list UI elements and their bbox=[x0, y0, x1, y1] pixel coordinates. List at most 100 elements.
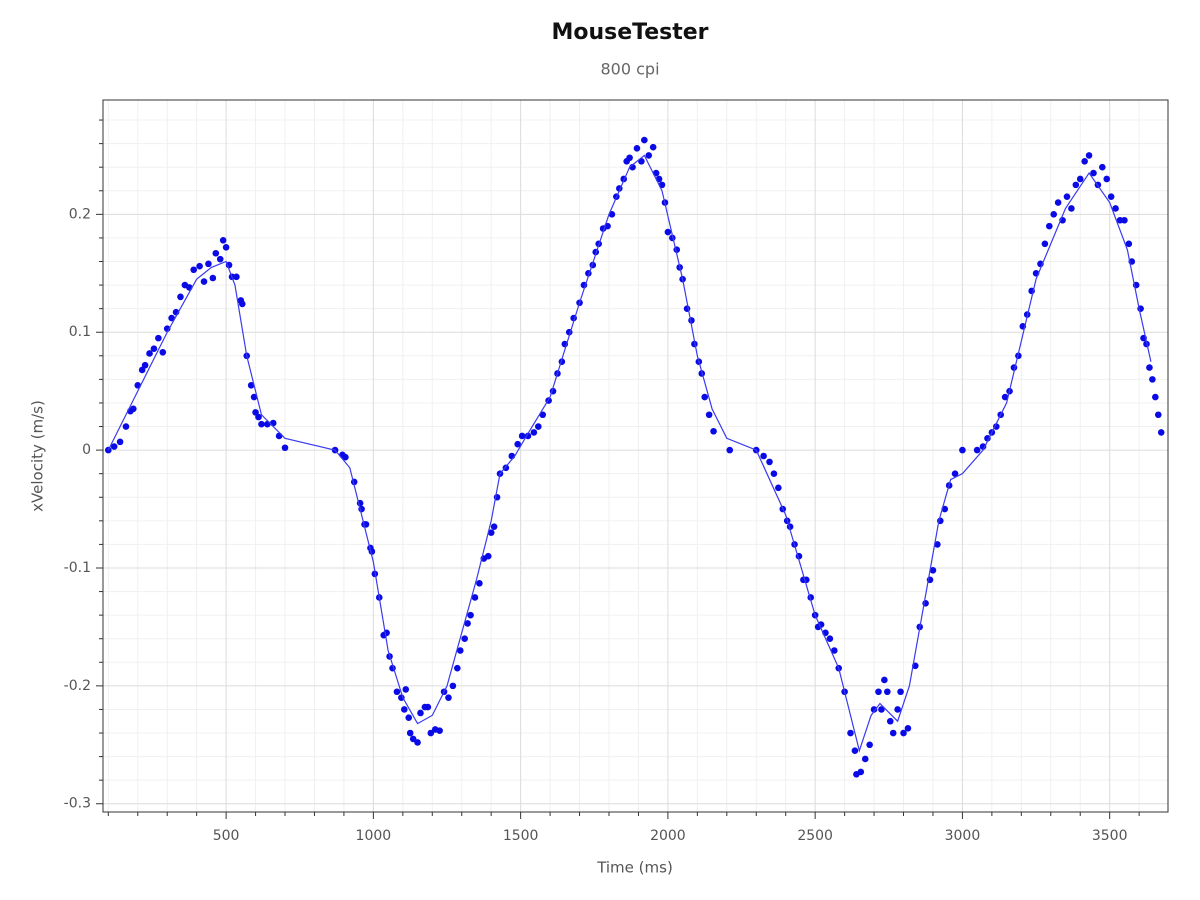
data-point bbox=[1046, 222, 1053, 230]
data-point bbox=[116, 438, 124, 446]
data-point bbox=[1107, 193, 1115, 200]
data-point bbox=[710, 427, 717, 435]
data-point bbox=[456, 647, 464, 654]
data-point bbox=[875, 688, 882, 696]
data-point bbox=[817, 621, 825, 628]
y-tick-label: -0.2 bbox=[64, 678, 91, 694]
data-point bbox=[436, 727, 443, 734]
data-point bbox=[514, 440, 521, 448]
data-point bbox=[633, 145, 641, 152]
y-tick-label: -0.3 bbox=[64, 796, 91, 812]
data-point bbox=[1103, 175, 1111, 183]
x-tick-label: 1500 bbox=[503, 828, 539, 844]
x-tick-label: 2500 bbox=[797, 828, 833, 844]
data-point bbox=[177, 293, 184, 301]
data-point bbox=[831, 647, 838, 654]
data-point bbox=[190, 266, 198, 274]
y-tick-label: 0.2 bbox=[69, 206, 91, 222]
data-point bbox=[691, 340, 698, 348]
data-point bbox=[1154, 411, 1162, 419]
data-point bbox=[1085, 152, 1093, 159]
data-point bbox=[530, 429, 538, 436]
y-tick-label: 0 bbox=[82, 442, 91, 458]
data-point bbox=[1001, 393, 1009, 401]
data-point bbox=[1041, 240, 1049, 248]
data-point bbox=[427, 729, 435, 737]
data-point bbox=[393, 688, 401, 696]
data-point bbox=[701, 393, 709, 401]
data-point bbox=[252, 409, 259, 416]
data-point bbox=[402, 686, 410, 693]
data-point bbox=[222, 244, 230, 251]
data-point bbox=[122, 423, 130, 430]
plot-border bbox=[102, 99, 1169, 813]
data-point bbox=[409, 735, 417, 743]
data-point bbox=[683, 305, 691, 312]
data-point bbox=[250, 393, 258, 401]
data-point bbox=[1090, 169, 1097, 177]
data-point bbox=[406, 729, 414, 737]
data-point bbox=[471, 594, 479, 601]
data-point bbox=[1146, 364, 1153, 371]
data-point bbox=[461, 635, 468, 643]
data-point bbox=[150, 345, 158, 353]
data-point bbox=[645, 152, 653, 159]
data-point bbox=[255, 413, 262, 421]
data-point bbox=[281, 444, 289, 452]
data-point bbox=[726, 446, 734, 454]
data-point bbox=[878, 706, 885, 713]
data-point bbox=[518, 432, 526, 440]
data-point bbox=[454, 664, 461, 672]
y-tick-label: 0.1 bbox=[69, 324, 91, 340]
data-point bbox=[233, 273, 240, 281]
data-point bbox=[857, 768, 865, 776]
data-point bbox=[866, 741, 873, 749]
data-point bbox=[973, 446, 981, 454]
data-point bbox=[445, 694, 452, 701]
data-point bbox=[861, 755, 869, 763]
data-point bbox=[847, 729, 854, 737]
x-tick-label: 1000 bbox=[356, 828, 392, 844]
data-point bbox=[1152, 393, 1159, 401]
data-point bbox=[212, 249, 220, 257]
data-point bbox=[239, 300, 246, 308]
data-point bbox=[258, 420, 265, 428]
data-point bbox=[467, 611, 474, 619]
data-point bbox=[881, 676, 888, 684]
data-point bbox=[1063, 193, 1071, 200]
data-point bbox=[959, 446, 966, 454]
data-point bbox=[1072, 181, 1080, 189]
x-axis-label: Time (ms) bbox=[596, 859, 673, 877]
data-point bbox=[626, 154, 633, 162]
data-point bbox=[216, 255, 224, 263]
data-point bbox=[490, 523, 498, 531]
data-point bbox=[904, 725, 912, 732]
plot-area bbox=[103, 100, 1168, 812]
data-point bbox=[155, 334, 162, 342]
data-point bbox=[200, 278, 208, 285]
data-point bbox=[889, 729, 897, 737]
data-point bbox=[1076, 175, 1084, 183]
data-point bbox=[110, 443, 118, 450]
data-point bbox=[934, 541, 941, 548]
data-point bbox=[168, 314, 175, 322]
data-point bbox=[487, 529, 495, 536]
data-point bbox=[476, 580, 483, 587]
data-point bbox=[929, 567, 937, 574]
data-point bbox=[1054, 199, 1062, 206]
data-point bbox=[775, 484, 782, 492]
data-point bbox=[1112, 205, 1119, 212]
data-point bbox=[205, 260, 212, 268]
data-point bbox=[664, 228, 672, 236]
data-point bbox=[1125, 240, 1133, 248]
data-point bbox=[766, 458, 773, 466]
data-point bbox=[414, 739, 421, 746]
data-point bbox=[900, 729, 907, 737]
chart-subtitle: 800 cpi bbox=[600, 60, 659, 79]
data-point bbox=[851, 747, 859, 755]
data-point bbox=[159, 348, 167, 356]
data-point bbox=[146, 350, 153, 357]
data-point bbox=[264, 420, 271, 428]
